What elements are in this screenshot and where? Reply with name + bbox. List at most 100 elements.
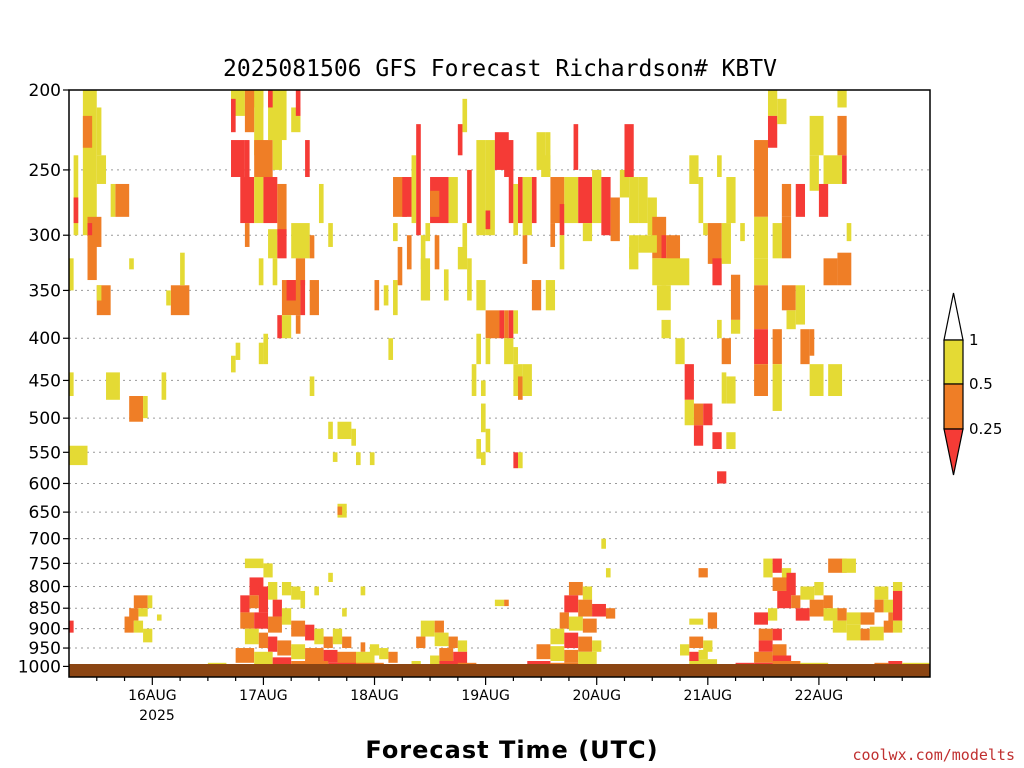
heatmap-cell (73, 197, 79, 224)
heatmap-cell (328, 421, 333, 440)
heatmap-cell (721, 338, 731, 365)
heatmap-cell (369, 644, 380, 656)
x-tick-label: 20AUG (572, 688, 621, 704)
heatmap-cell (559, 204, 565, 236)
heatmap-cell (874, 599, 884, 613)
heatmap-cell (684, 364, 694, 400)
heatmap-cell (82, 90, 97, 236)
heatmap-cell (268, 581, 278, 600)
heatmap-cell (406, 235, 412, 270)
heatmap-cell (721, 223, 731, 264)
heatmap-cell (693, 425, 704, 446)
heatmap-cell (707, 223, 722, 264)
y-tick-label: 450 (29, 371, 61, 391)
heatmap-cell (550, 662, 579, 664)
heatmap-cell (513, 310, 519, 334)
heatmap-cell (772, 577, 787, 591)
heatmap-cell (430, 190, 440, 217)
heatmap-cell (832, 620, 847, 633)
heatmap-cell (522, 235, 528, 264)
heatmap-cell (467, 258, 472, 301)
heatmap-cell (860, 612, 875, 625)
heatmap-cell (763, 558, 773, 578)
heatmap-cell (740, 223, 745, 242)
heatmap-cell (518, 452, 523, 469)
heatmap-cell (240, 177, 255, 224)
x-tick-label: 18AUG (350, 688, 399, 704)
heatmap-cell (291, 644, 306, 660)
heatmap-cell (467, 169, 472, 224)
heatmap-cell (772, 364, 782, 411)
heatmap-cell (809, 115, 824, 156)
heatmap-cell (416, 636, 426, 649)
heatmap-cell (277, 229, 287, 259)
heatmap-cell (610, 197, 620, 242)
x-tick-label: 16AUG (128, 688, 177, 704)
heatmap-cell (147, 595, 153, 609)
heatmap-cell (318, 183, 324, 224)
heatmap-cell (69, 620, 74, 633)
heatmap-cell (393, 280, 398, 316)
heatmap-cell (504, 599, 509, 607)
heatmap-cell (96, 155, 107, 184)
heatmap-cell (689, 618, 704, 625)
heatmap-cell (240, 595, 250, 613)
heatmap-cell (434, 620, 444, 633)
heatmap-cell (684, 399, 694, 426)
heatmap-cell (661, 235, 667, 259)
heatmap-cell (337, 421, 352, 440)
heatmap-cell (309, 280, 319, 316)
heatmap-cell (305, 624, 315, 641)
heatmap-cell (717, 155, 722, 178)
heatmap-cell (795, 285, 806, 325)
heatmap-cell (772, 655, 792, 664)
heatmap-cell (263, 563, 273, 578)
heatmap-cell (578, 599, 593, 617)
heatmap-cell (254, 651, 273, 664)
heatmap-cell (277, 315, 282, 339)
heatmap-cell (471, 364, 477, 397)
heatmap-cell (772, 661, 801, 664)
heatmap-cell (772, 644, 787, 656)
heatmap-cell (809, 329, 815, 356)
heatmap-cell (726, 376, 736, 404)
heatmap-cell (360, 586, 366, 596)
heatmap-cell (800, 329, 810, 365)
heatmap-cell (143, 396, 148, 419)
heatmap-cell (69, 445, 88, 466)
heatmap-cell (513, 183, 519, 236)
heatmap-cell (453, 651, 468, 664)
heatmap-cell (508, 310, 514, 339)
heatmap-cell (892, 620, 903, 633)
heatmap-cell (874, 586, 889, 600)
heatmap-cell (69, 258, 74, 291)
heatmap-cell (712, 258, 722, 286)
heatmap-cell (420, 235, 426, 270)
heatmap-cell (703, 223, 708, 236)
heatmap-cell (892, 590, 903, 621)
heatmap-cell (379, 648, 389, 660)
heatmap-cell (286, 280, 296, 301)
heatmap-cell (249, 595, 259, 609)
heatmap-cell (106, 372, 120, 400)
heatmap-cell (772, 223, 782, 259)
heatmap-cell (726, 177, 736, 224)
heatmap-cell (240, 612, 255, 629)
heatmap-cell (342, 636, 352, 649)
heatmap-cell (73, 155, 79, 236)
heatmap-cell (888, 612, 893, 625)
heatmap-cell (842, 558, 856, 573)
heatmap-cell (712, 432, 722, 450)
heatmap-cell (874, 662, 889, 664)
heatmap-cell (351, 428, 356, 446)
heatmap-cell (291, 223, 310, 259)
heatmap-cell (476, 333, 481, 365)
y-axis: 200 250 300 350 400 450 500 550 600 650 700 750 8008… (18, 81, 69, 677)
heatmap-cell (235, 648, 255, 663)
heatmap-cell (888, 661, 903, 664)
heatmap-cell (883, 620, 893, 633)
heatmap-cell (689, 155, 699, 184)
heatmap-cell (277, 640, 292, 656)
heatmap-cell (772, 558, 782, 573)
